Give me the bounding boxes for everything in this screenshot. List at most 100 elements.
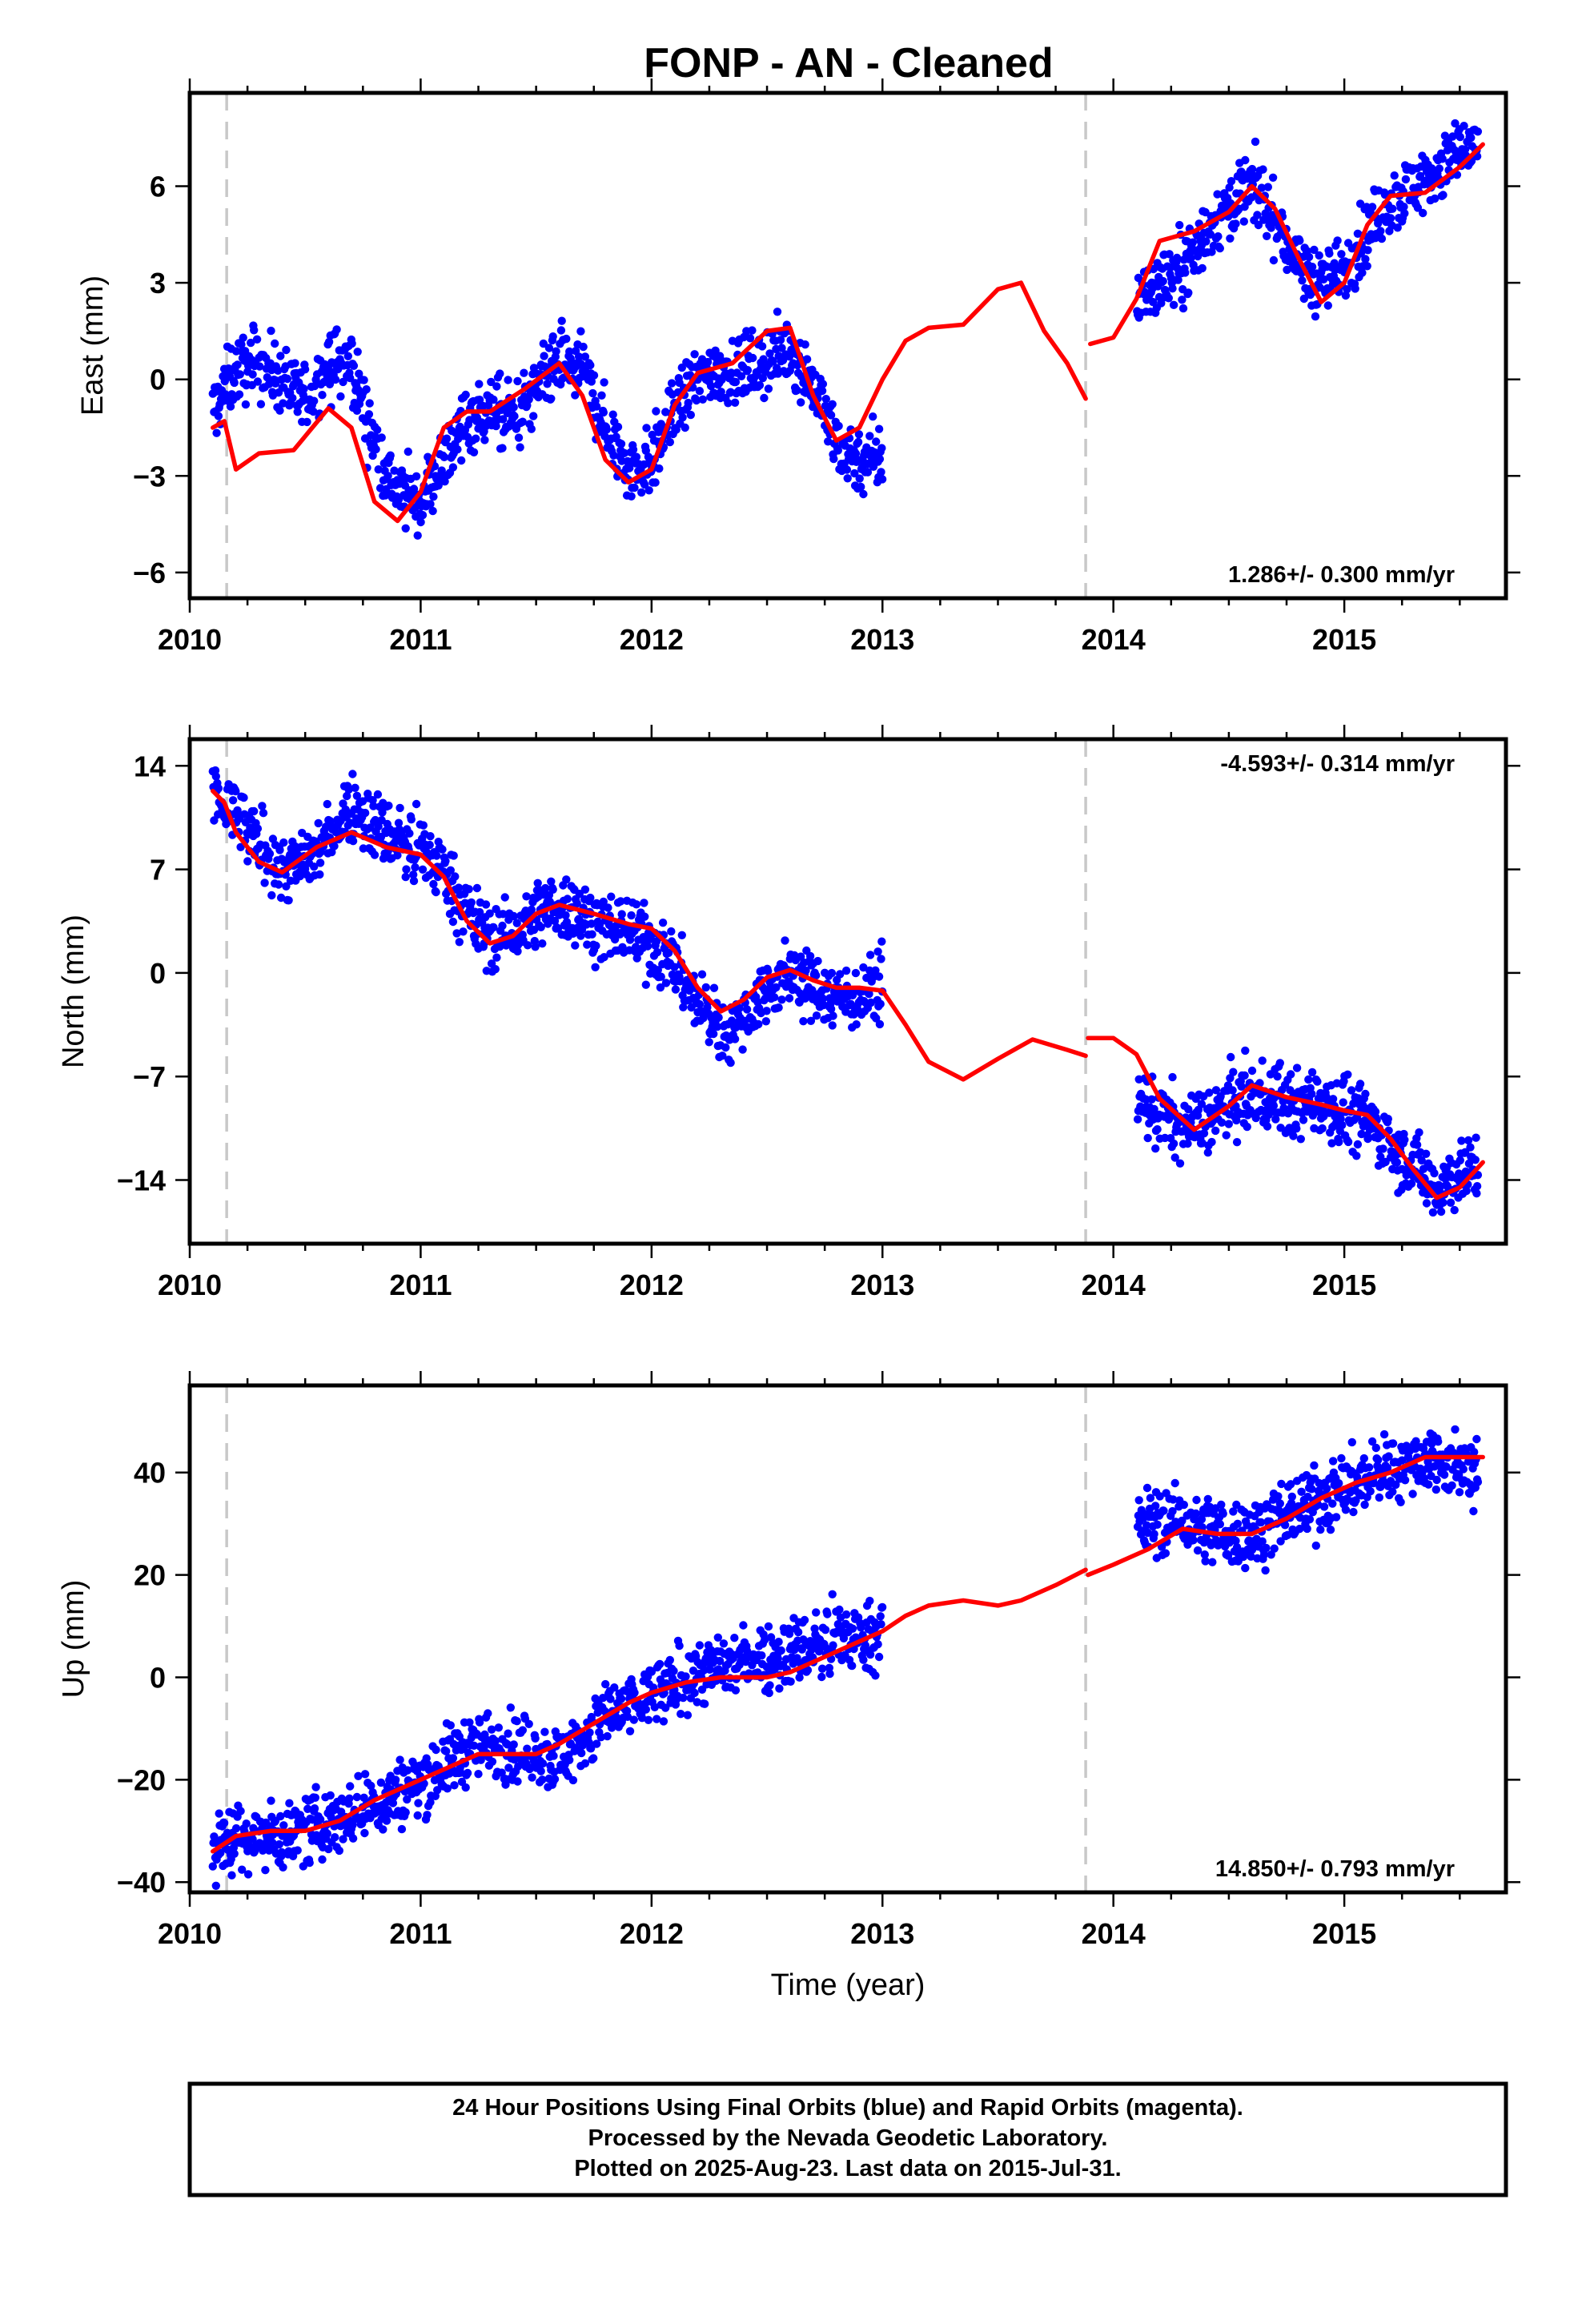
up-position-dot <box>865 1597 873 1605</box>
up-position-dot <box>462 1783 470 1791</box>
up-position-dot <box>765 1622 773 1630</box>
up-position-dot <box>495 1723 503 1731</box>
up-position-dot <box>617 1695 625 1703</box>
north-position-dot <box>1228 1086 1236 1094</box>
east-position-dot <box>773 308 781 316</box>
north-daily-positions <box>209 766 1483 1216</box>
north-position-dot <box>468 899 476 907</box>
north-position-dot <box>396 804 404 812</box>
up-y-tick-label: 0 <box>150 1661 166 1694</box>
north-y-tick-label: −7 <box>133 1060 166 1093</box>
east-position-dot <box>540 352 548 360</box>
north-position-dot <box>1352 1152 1360 1160</box>
up-position-dot <box>528 1773 536 1781</box>
up-position-dot <box>402 1808 410 1816</box>
north-position-dot <box>492 954 500 962</box>
north-position-dot <box>1307 1090 1315 1098</box>
up-daily-positions <box>209 1425 1483 1890</box>
east-position-dot <box>1311 312 1319 320</box>
east-position-dot <box>645 486 653 494</box>
up-position-dot <box>875 1653 883 1661</box>
east-position-dot <box>844 474 852 482</box>
east-position-dot <box>872 437 880 445</box>
north-position-dot <box>473 884 481 892</box>
up-position-dot <box>279 1864 287 1872</box>
east-position-dot <box>627 493 635 501</box>
east-position-dot <box>756 381 764 389</box>
north-position-dot <box>581 886 589 894</box>
east-position-dot <box>257 400 265 408</box>
footer-line-1: 24 Hour Positions Using Final Orbits (bl… <box>452 2095 1243 2121</box>
east-position-dot <box>236 370 244 378</box>
north-position-dot <box>714 1013 722 1021</box>
up-y-tick-label: −20 <box>117 1763 166 1796</box>
east-position-dot <box>1165 294 1173 302</box>
east-position-dot <box>1324 301 1332 309</box>
north-x-tick-label: 2013 <box>850 1269 914 1301</box>
east-position-dot <box>597 392 605 400</box>
north-position-dot <box>258 802 266 810</box>
east-position-dot <box>748 326 756 334</box>
up-position-dot <box>679 1694 687 1702</box>
east-position-dot <box>299 384 307 392</box>
north-position-dot <box>408 815 416 823</box>
east-position-dot <box>856 474 864 482</box>
east-position-dot <box>875 425 883 433</box>
east-position-dot <box>462 391 470 399</box>
up-position-dot <box>537 1767 545 1775</box>
east-position-dot <box>758 342 766 350</box>
north-position-dot <box>275 880 283 888</box>
north-y-axis-label: North (mm) <box>57 915 90 1068</box>
up-position-dot <box>531 1735 539 1743</box>
east-position-dot <box>1474 127 1482 135</box>
east-position-dot <box>365 410 373 418</box>
east-position-dot <box>579 343 587 351</box>
north-position-dot <box>482 900 490 908</box>
east-position-dot <box>696 387 704 395</box>
north-position-dot <box>618 910 626 918</box>
up-position-dot <box>603 1732 611 1740</box>
east-position-dot <box>1216 244 1224 252</box>
up-position-dot <box>1204 1495 1212 1503</box>
up-position-dot <box>1303 1525 1311 1533</box>
up-position-dot <box>565 1756 573 1764</box>
up-position-dot <box>1192 1496 1200 1504</box>
east-position-dot <box>288 394 296 402</box>
up-position-dot <box>261 1866 269 1874</box>
north-position-dot <box>875 972 883 980</box>
north-position-dot <box>1429 1208 1437 1216</box>
north-position-dot <box>229 796 237 804</box>
up-position-dot <box>540 1728 548 1736</box>
up-position-dot <box>507 1703 515 1711</box>
up-position-dot <box>1310 1462 1318 1470</box>
north-position-dot <box>828 969 836 977</box>
east-position-dot <box>558 317 566 325</box>
north-position-dot <box>351 784 359 792</box>
east-position-dot <box>744 366 752 374</box>
north-position-dot <box>770 993 778 1001</box>
east-plot-area <box>209 119 1484 540</box>
north-x-tick-label: 2011 <box>389 1269 452 1301</box>
east-position-dot <box>629 445 637 453</box>
up-position-dot <box>1408 1490 1416 1498</box>
up-position-dot <box>630 1715 638 1723</box>
east-position-dot <box>231 379 239 387</box>
north-position-dot <box>459 927 467 935</box>
east-position-dot <box>1295 236 1303 244</box>
footer-line-2: Processed by the Nevada Geodetic Laborat… <box>588 2125 1108 2151</box>
up-position-dot <box>690 1689 698 1697</box>
east-position-dot <box>472 435 480 443</box>
up-position-dot <box>318 1856 326 1864</box>
east-position-dot <box>1388 205 1396 213</box>
north-position-dot <box>709 1030 717 1038</box>
north-y-tick-label: 14 <box>134 750 166 782</box>
up-position-dot <box>1451 1425 1459 1433</box>
up-position-dot <box>1360 1501 1368 1509</box>
up-position-dot <box>757 1651 765 1659</box>
east-y-axis-label: East (mm) <box>76 275 110 416</box>
up-position-dot <box>323 1830 331 1838</box>
up-position-dot <box>488 1726 496 1734</box>
north-position-dot <box>1393 1158 1401 1166</box>
east-position-dot <box>1456 133 1464 141</box>
east-position-dot <box>387 452 395 460</box>
